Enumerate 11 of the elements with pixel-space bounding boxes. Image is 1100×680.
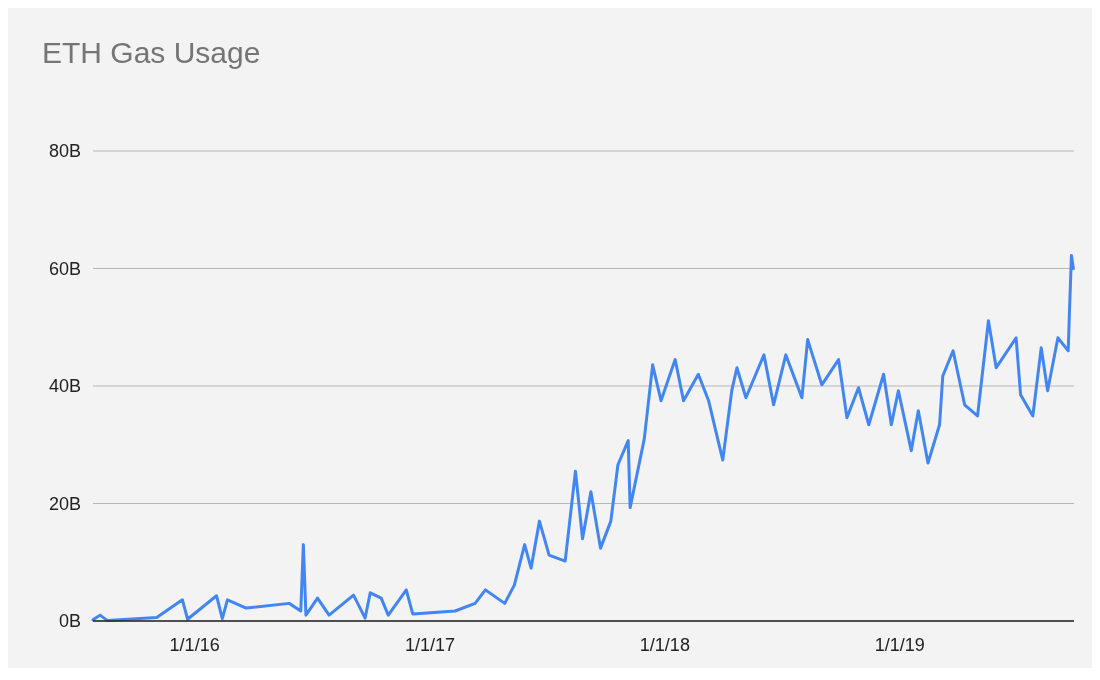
y-tick-label: 0B <box>58 611 81 632</box>
x-tick-label: 1/1/17 <box>405 635 456 655</box>
x-tick-label: 1/1/18 <box>639 635 690 655</box>
x-tick-label: 1/1/19 <box>874 635 925 655</box>
line-series <box>91 254 1075 622</box>
y-tick-label: 40B <box>48 376 81 397</box>
y-tick-label: 20B <box>48 493 81 514</box>
x-tick-label: 1/1/16 <box>169 635 220 655</box>
y-tick-label: 80B <box>48 141 81 162</box>
y-tick-label: 60B <box>48 258 81 279</box>
chart-title: ETH Gas Usage <box>42 36 261 69</box>
